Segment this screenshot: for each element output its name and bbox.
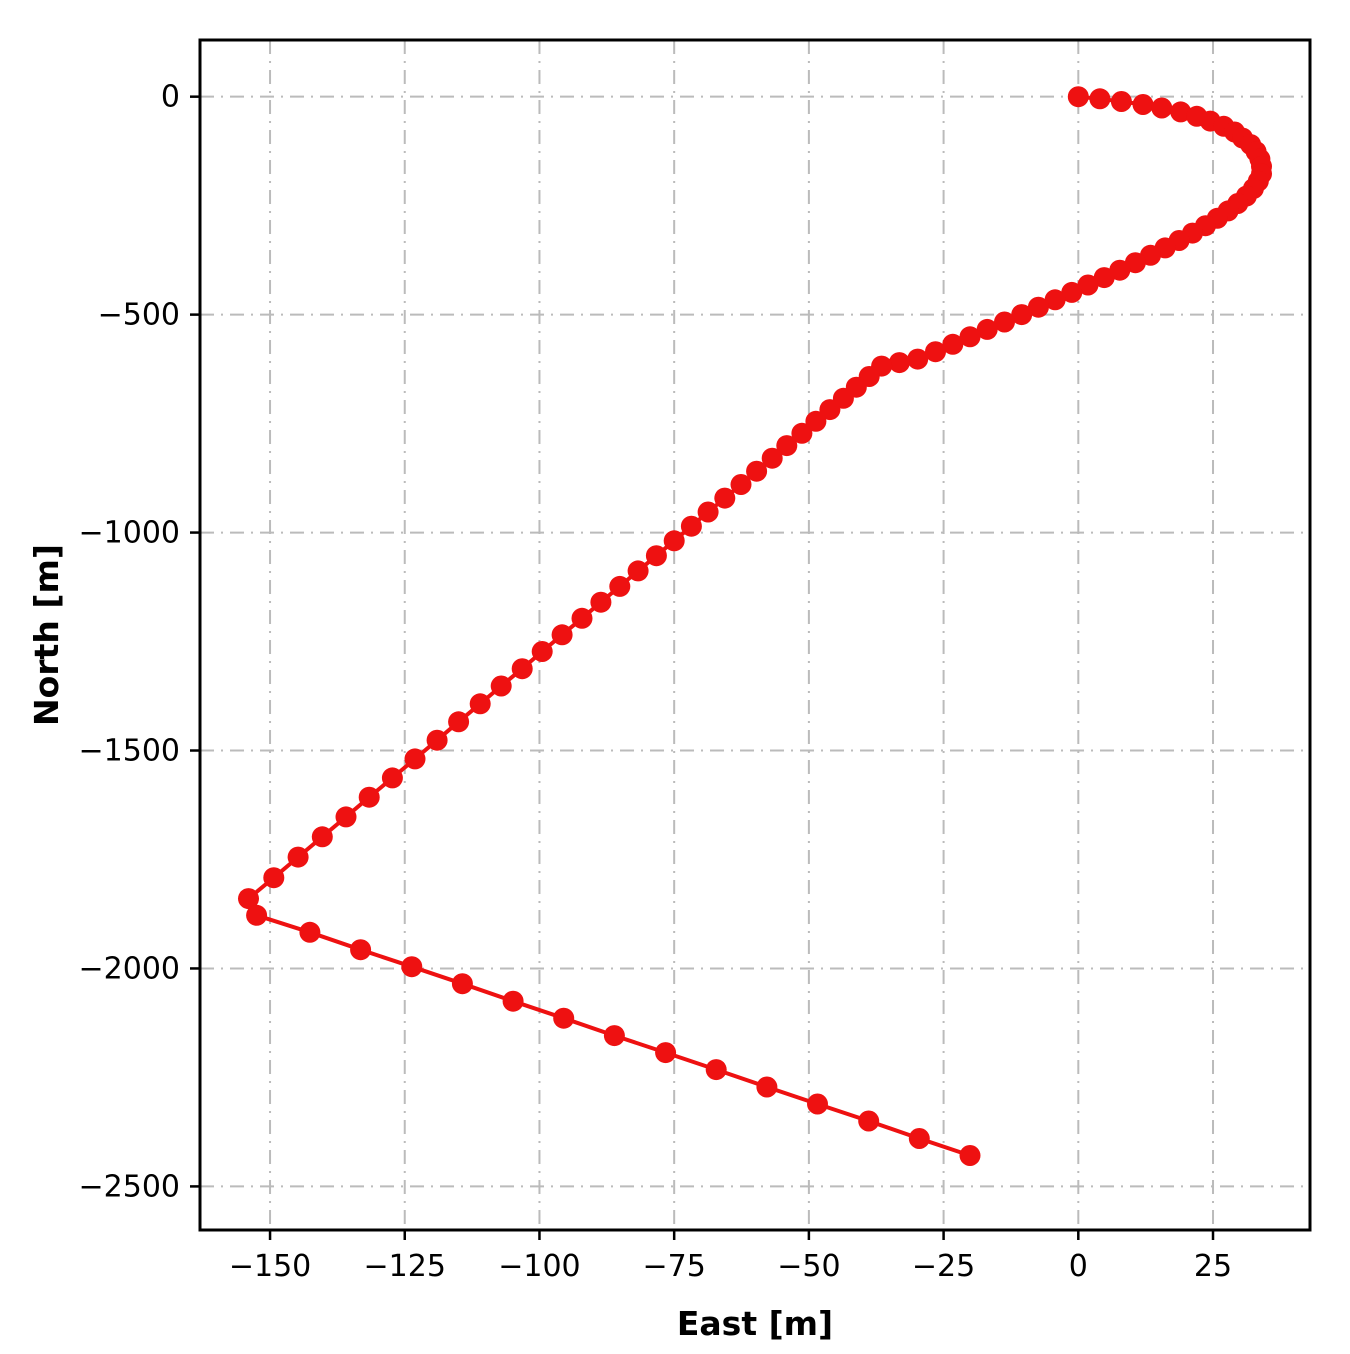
trajectory-point xyxy=(404,748,426,770)
trajectory-point xyxy=(531,641,553,662)
x-tick-label: −75 xyxy=(643,1249,706,1284)
trajectory-point xyxy=(807,1093,828,1115)
trajectory-point xyxy=(1011,304,1033,326)
x-tick-label: −100 xyxy=(498,1249,580,1284)
x-tick-label: 25 xyxy=(1194,1249,1232,1284)
trajectory-point xyxy=(1067,86,1089,108)
trajectory-point xyxy=(730,474,752,495)
trajectory-point xyxy=(756,1076,778,1098)
trajectory-point xyxy=(1151,97,1173,119)
trajectory-point xyxy=(680,515,702,537)
trajectory-point xyxy=(655,1042,677,1064)
y-tick-label: −1000 xyxy=(79,516,180,551)
trajectory-point xyxy=(746,460,768,482)
trajectory-point xyxy=(401,956,423,978)
trajectory-point xyxy=(1109,259,1131,281)
trajectory-point xyxy=(888,352,910,374)
trajectory-point xyxy=(1089,88,1111,110)
trajectory-point xyxy=(311,826,333,848)
trajectory-point xyxy=(705,1059,727,1081)
y-tick-label: −500 xyxy=(98,298,180,333)
trajectory-point xyxy=(603,1025,625,1047)
trajectory-point xyxy=(358,786,380,808)
trajectory-point xyxy=(959,326,981,348)
trajectory-point xyxy=(451,973,473,995)
trajectory-point xyxy=(907,348,929,370)
trajectory-point xyxy=(1061,281,1083,303)
trajectory-point xyxy=(335,806,357,828)
trajectory-point xyxy=(645,545,667,567)
trajectory-point xyxy=(942,333,964,355)
y-tick-label: −2500 xyxy=(79,1169,180,1204)
trajectory-point xyxy=(238,888,259,910)
trajectory-point xyxy=(350,939,372,961)
trajectory-point xyxy=(805,410,827,432)
trajectory-point xyxy=(609,575,631,597)
x-tick-label: −150 xyxy=(229,1249,311,1284)
trajectory-point xyxy=(976,318,998,340)
trajectory-point xyxy=(590,591,612,613)
trajectory-point xyxy=(502,990,524,1012)
trajectory-point xyxy=(994,311,1015,333)
y-tick-label: −1500 xyxy=(79,734,180,769)
trajectory-point xyxy=(448,711,470,733)
trajectory-point xyxy=(819,399,841,421)
x-tick-label: −50 xyxy=(777,1249,840,1284)
trajectory-point xyxy=(381,767,403,789)
trajectory-point xyxy=(858,1110,880,1132)
trajectory-point xyxy=(925,341,946,363)
trajectory-point xyxy=(1044,289,1066,311)
trajectory-point xyxy=(1124,252,1146,274)
trajectory-point xyxy=(1132,94,1154,115)
x-axis-label: East [m] xyxy=(677,1304,833,1343)
trajectory-point xyxy=(908,1128,930,1149)
y-tick-label: −2000 xyxy=(79,951,180,986)
trajectory-point xyxy=(1093,267,1115,289)
trajectory-point xyxy=(697,501,719,523)
trajectory-point xyxy=(287,846,309,868)
trajectory-point xyxy=(571,607,593,629)
trajectory-point xyxy=(627,560,649,582)
trajectory-point xyxy=(714,487,736,509)
trajectory-point xyxy=(1027,296,1049,318)
trajectory-point xyxy=(553,1007,575,1029)
trajectory-point xyxy=(511,658,533,680)
trajectory-point xyxy=(1110,91,1132,112)
x-tick-label: 0 xyxy=(1069,1249,1088,1284)
trajectory-point xyxy=(959,1145,981,1166)
trajectory-point xyxy=(663,530,685,552)
x-tick-label: −25 xyxy=(912,1249,975,1284)
x-tick-label: −125 xyxy=(364,1249,446,1284)
trajectory-point xyxy=(246,904,268,926)
trajectory-point xyxy=(791,422,813,444)
trajectory-point xyxy=(1170,101,1192,123)
trajectory-point xyxy=(776,435,798,457)
plot-border xyxy=(198,38,1312,1232)
trajectory-point xyxy=(469,693,491,715)
trajectory-point xyxy=(263,867,285,889)
trajectory-point xyxy=(1077,274,1099,296)
trajectory-point xyxy=(761,447,783,469)
trajectory-point xyxy=(551,624,573,646)
y-axis-label: North [m] xyxy=(27,544,66,726)
trajectory-point xyxy=(426,729,448,751)
trajectory-point xyxy=(299,921,321,943)
trajectory-point xyxy=(490,675,512,697)
y-tick-label: 0 xyxy=(161,80,180,115)
